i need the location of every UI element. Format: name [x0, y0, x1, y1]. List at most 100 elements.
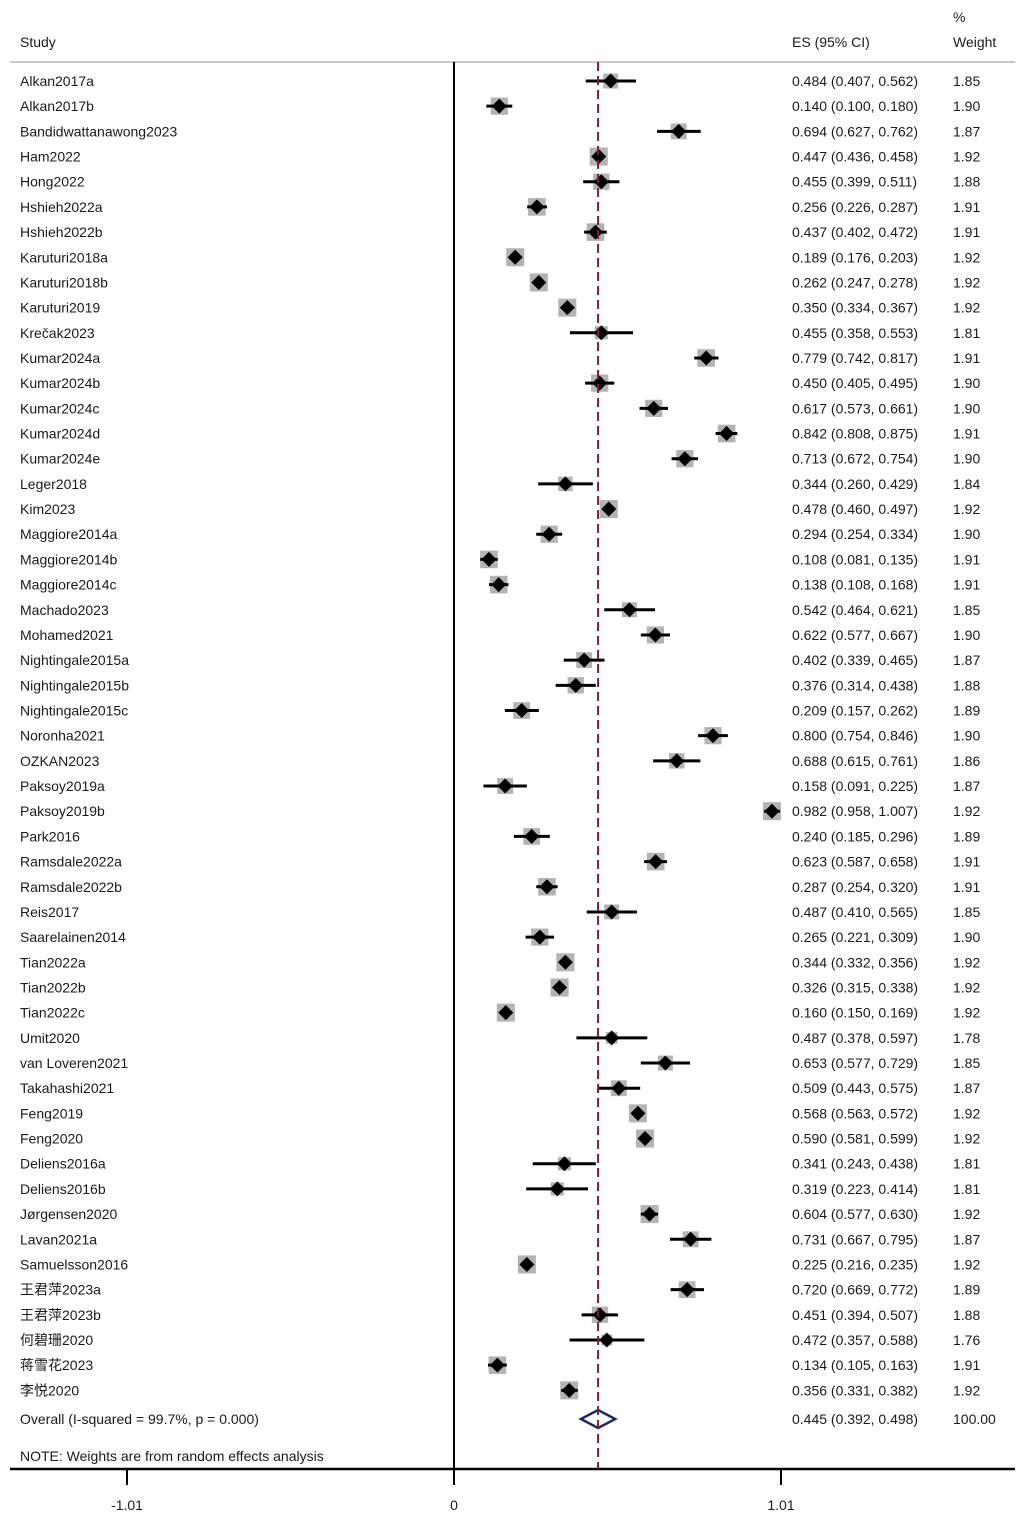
- study-row: Noronha2021 0.800 (0.754, 0.846) 1.90: [20, 727, 980, 745]
- study-name: Kumar2024c: [20, 400, 99, 416]
- study-row: Umit2020 0.487 (0.378, 0.597) 1.78: [20, 1030, 980, 1046]
- note-text: NOTE: Weights are from random effects an…: [20, 1448, 324, 1464]
- study-weight: 1.85: [953, 1055, 980, 1071]
- study-weight: 1.92: [953, 1131, 980, 1147]
- study-name: Ramsdale2022b: [20, 879, 122, 895]
- study-row: OZKAN2023 0.688 (0.615, 0.761) 1.86: [20, 753, 980, 769]
- point-estimate-marker: [604, 904, 620, 920]
- study-row: Lavan2021a 0.731 (0.667, 0.795) 1.87: [20, 1231, 980, 1247]
- point-estimate-marker: [592, 375, 608, 391]
- study-weight: 1.91: [953, 224, 980, 240]
- study-name: Nightingale2015a: [20, 652, 129, 668]
- study-weight: 1.87: [953, 652, 980, 668]
- study-row: Tian2022c 0.160 (0.150, 0.169) 1.92: [20, 1003, 980, 1022]
- point-estimate-marker: [592, 1307, 608, 1323]
- point-estimate-marker: [568, 677, 584, 693]
- study-es-ci: 0.319 (0.223, 0.414): [792, 1181, 918, 1197]
- study-name: Maggiore2014c: [20, 577, 117, 593]
- point-estimate-marker: [671, 123, 687, 139]
- study-es-ci: 0.688 (0.615, 0.761): [792, 753, 918, 769]
- study-name: Nightingale2015c: [20, 703, 128, 719]
- study-es-ci: 0.842 (0.808, 0.875): [792, 426, 918, 442]
- study-es-ci: 0.189 (0.176, 0.203): [792, 249, 918, 265]
- study-weight: 1.91: [953, 199, 980, 215]
- study-name: Hshieh2022b: [20, 224, 103, 240]
- study-row: 王君萍2023a 0.720 (0.669, 0.772) 1.89: [20, 1281, 980, 1298]
- study-name: Alkan2017b: [20, 98, 94, 114]
- point-estimate-marker: [514, 703, 530, 718]
- study-es-ci: 0.158 (0.091, 0.225): [792, 778, 918, 794]
- study-weight: 1.81: [953, 1156, 980, 1172]
- study-name: Karuturi2019: [20, 300, 100, 316]
- point-estimate-marker: [519, 1256, 535, 1272]
- study-row: Paksoy2019a 0.158 (0.091, 0.225) 1.87: [20, 778, 980, 794]
- study-name: Reis2017: [20, 904, 79, 920]
- study-weight: 1.90: [953, 98, 980, 114]
- study-row: Park2016 0.240 (0.185, 0.296) 1.89: [20, 828, 980, 845]
- study-name: Tian2022c: [20, 1005, 85, 1021]
- study-weight: 1.91: [953, 577, 980, 593]
- point-estimate-marker: [604, 1030, 620, 1046]
- study-name: van Loveren2021: [20, 1055, 128, 1071]
- study-es-ci: 0.447 (0.436, 0.458): [792, 149, 918, 165]
- point-estimate-marker: [764, 803, 780, 819]
- study-weight: 1.90: [953, 526, 980, 542]
- study-name: Samuelsson2016: [20, 1256, 128, 1272]
- study-row: Karuturi2018b 0.262 (0.247, 0.278) 1.92: [20, 273, 980, 292]
- point-estimate-marker: [489, 1357, 505, 1373]
- study-es-ci: 0.617 (0.573, 0.661): [792, 400, 918, 416]
- point-estimate-marker: [498, 1005, 514, 1021]
- study-weight: 1.92: [953, 501, 980, 517]
- point-estimate-marker: [599, 1332, 615, 1348]
- header-study: Study: [20, 34, 56, 50]
- study-row: Kumar2024c 0.617 (0.573, 0.661) 1.90: [20, 399, 980, 417]
- point-estimate-marker: [541, 526, 557, 542]
- study-weight: 1.87: [953, 778, 980, 794]
- study-es-ci: 0.356 (0.331, 0.382): [792, 1382, 918, 1398]
- study-row: Bandidwattanawong2023 0.694 (0.627, 0.762…: [20, 123, 980, 139]
- point-estimate-marker: [557, 476, 573, 492]
- study-es-ci: 0.344 (0.332, 0.356): [792, 954, 918, 970]
- study-name: Umit2020: [20, 1030, 80, 1046]
- study-es-ci: 0.472 (0.357, 0.588): [792, 1332, 918, 1348]
- study-name: Paksoy2019b: [20, 803, 105, 819]
- study-es-ci: 0.402 (0.339, 0.465): [792, 652, 918, 668]
- study-es-ci: 0.604 (0.577, 0.630): [792, 1206, 918, 1222]
- point-estimate-marker: [529, 199, 545, 215]
- study-name: Tian2022b: [20, 979, 86, 995]
- study-row: Kumar2024d 0.842 (0.808, 0.875) 1.91: [20, 424, 980, 443]
- study-es-ci: 0.262 (0.247, 0.278): [792, 274, 918, 290]
- study-weight: 1.88: [953, 174, 980, 190]
- study-weight: 1.92: [953, 1206, 980, 1222]
- study-weight: 1.85: [953, 904, 980, 920]
- point-estimate-marker: [679, 1282, 695, 1298]
- study-name: Karuturi2018a: [20, 249, 108, 265]
- study-weight: 1.81: [953, 1181, 980, 1197]
- point-estimate-marker: [611, 1080, 627, 1096]
- study-row: Nightingale2015b 0.376 (0.314, 0.438) 1.88: [20, 677, 980, 694]
- study-weight: 1.92: [953, 300, 980, 316]
- study-name: 何碧珊2020: [20, 1332, 93, 1348]
- study-name: Machado2023: [20, 602, 109, 618]
- point-estimate-marker: [648, 854, 664, 870]
- study-es-ci: 0.256 (0.226, 0.287): [792, 199, 918, 215]
- study-row: Tian2022b 0.326 (0.315, 0.338) 1.92: [20, 978, 980, 997]
- study-row: Nightingale2015a 0.402 (0.339, 0.465) 1.87: [20, 652, 980, 668]
- study-name: OZKAN2023: [20, 753, 100, 769]
- study-name: 王君萍2023a: [20, 1282, 101, 1298]
- study-row: Hshieh2022a 0.256 (0.226, 0.287) 1.91: [20, 198, 980, 216]
- study-name: Feng2020: [20, 1131, 83, 1147]
- study-name: Karuturi2018b: [20, 274, 108, 290]
- study-row: Reis2017 0.487 (0.410, 0.565) 1.85: [20, 904, 980, 920]
- study-weight: 1.89: [953, 703, 980, 719]
- study-es-ci: 0.350 (0.334, 0.367): [792, 300, 918, 316]
- point-estimate-marker: [657, 1055, 673, 1071]
- study-es-ci: 0.484 (0.407, 0.562): [792, 73, 918, 89]
- study-weight: 1.91: [953, 350, 980, 366]
- point-estimate-marker: [539, 879, 555, 895]
- point-estimate-marker: [497, 778, 513, 794]
- study-row: Karuturi2019 0.350 (0.334, 0.367) 1.92: [20, 298, 980, 317]
- point-estimate-marker: [507, 249, 523, 265]
- point-estimate-marker: [698, 350, 714, 366]
- study-name: Ham2022: [20, 149, 81, 165]
